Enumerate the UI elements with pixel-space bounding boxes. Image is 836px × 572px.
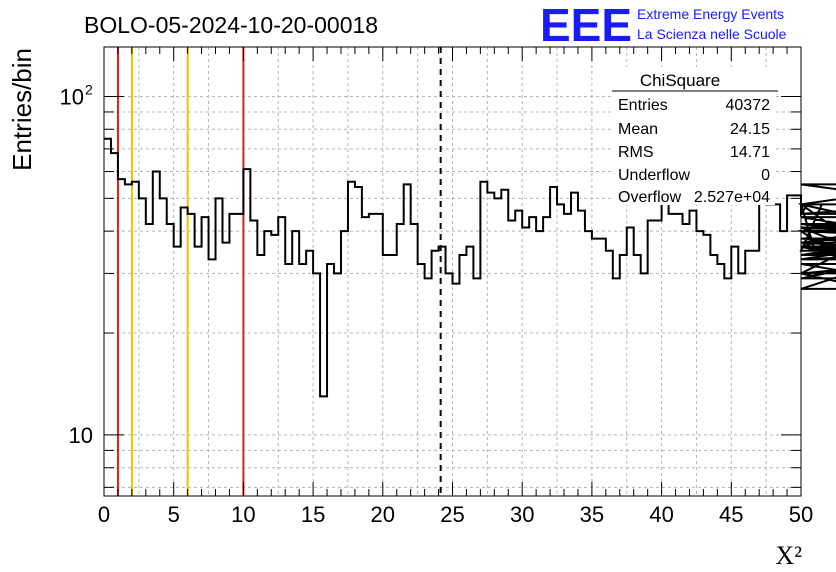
run-title: BOLO-05-2024-10-20-00018 bbox=[84, 12, 378, 38]
stats-underflow-label: Underflow bbox=[618, 167, 690, 184]
x-tick-label: 40 bbox=[649, 502, 673, 527]
x-tick-label: 15 bbox=[301, 502, 325, 527]
x-tick-label: 50 bbox=[789, 502, 813, 527]
x-tick-label: 45 bbox=[719, 502, 743, 527]
axis-ticks bbox=[103, 47, 802, 496]
stats-box-title: ChiSquare bbox=[640, 71, 720, 90]
stats-rms-label: RMS bbox=[618, 144, 654, 161]
y-tick-label: 10 bbox=[69, 423, 93, 448]
marker-lines bbox=[116, 47, 442, 496]
stats-rms-value: 14.71 bbox=[730, 144, 770, 161]
x-tick-label: 35 bbox=[580, 502, 604, 527]
stats-overflow-label: Overflow bbox=[618, 189, 682, 206]
x-tick-label: 0 bbox=[98, 502, 110, 527]
y-axis-title: Entries/bin bbox=[7, 48, 37, 171]
stats-entries-value: 40372 bbox=[726, 97, 771, 114]
histogram-series bbox=[104, 137, 836, 398]
x-tick-label: 20 bbox=[371, 502, 395, 527]
stats-box-background bbox=[612, 67, 775, 205]
eee-logo: EEE bbox=[540, 0, 632, 51]
y-tick-label-exponent: 2 bbox=[85, 81, 93, 97]
stats-overflow-value: 2.527e+04 bbox=[694, 189, 770, 206]
stats-box: ChiSquare Entries 40372 Mean 24.15 RMS 1… bbox=[612, 67, 778, 206]
x-tick-label: 25 bbox=[440, 502, 464, 527]
y-tick-label: 10 bbox=[60, 84, 84, 109]
stats-entries-label: Entries bbox=[618, 97, 668, 114]
stats-underflow-value: 0 bbox=[761, 167, 770, 184]
stats-mean-value: 24.15 bbox=[730, 121, 770, 138]
x-axis-title: X² bbox=[775, 541, 802, 570]
x-tick-label: 10 bbox=[231, 502, 255, 527]
stats-mean-label: Mean bbox=[618, 121, 658, 138]
logo-line-1: Extreme Energy Events bbox=[637, 6, 784, 22]
x-tick-labels: 0 5 10 15 20 25 30 35 40 45 50 bbox=[98, 502, 813, 527]
x-tick-label: 5 bbox=[168, 502, 180, 527]
x-tick-label: 30 bbox=[510, 502, 534, 527]
logo-line-2: La Scienza nelle Scuole bbox=[637, 26, 787, 42]
